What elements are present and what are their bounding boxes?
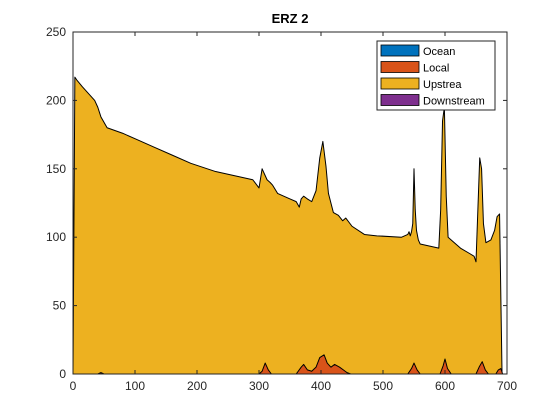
legend-swatch-ocean (380, 44, 420, 57)
chart-title: ERZ 2 (272, 11, 309, 26)
x-tick-label: 600 (435, 379, 455, 393)
legend-label-downstream: Downstream (423, 96, 485, 108)
x-tick-label: 400 (311, 379, 331, 393)
legend-label-ocean: Ocean (423, 46, 455, 58)
axes-box (72, 31, 508, 375)
x-tick-label: 0 (70, 379, 77, 393)
legend-label-local: Local (423, 63, 449, 75)
y-tick-label: 250 (46, 25, 66, 39)
axes-layer (72, 31, 508, 375)
legend-label-upstrea: Upstrea (423, 79, 462, 91)
legend-swatch-upstrea (380, 77, 420, 90)
y-tick-label: 50 (53, 299, 67, 313)
x-tick-label: 100 (125, 379, 145, 393)
area-upstrea (72, 76, 503, 375)
x-tick-label: 500 (373, 379, 393, 393)
legend-swatch-local (380, 61, 420, 73)
x-tick-label: 700 (497, 379, 517, 393)
y-tick-label: 0 (59, 367, 66, 381)
x-tick-label: 200 (187, 379, 207, 393)
area-local (72, 354, 504, 375)
tick-layer: 0 100 200 300 400 500 600 700 0 50 100 150 200 250 (46, 25, 517, 393)
legend: Ocean Local Upstrea Downstream (376, 40, 496, 111)
area-layer (72, 76, 504, 375)
y-tick-label: 150 (46, 162, 66, 176)
y-tick-label: 100 (46, 230, 66, 244)
legend-swatch-downstream (380, 94, 420, 106)
y-tick-label: 200 (46, 93, 66, 107)
x-tick-label: 300 (249, 379, 269, 393)
